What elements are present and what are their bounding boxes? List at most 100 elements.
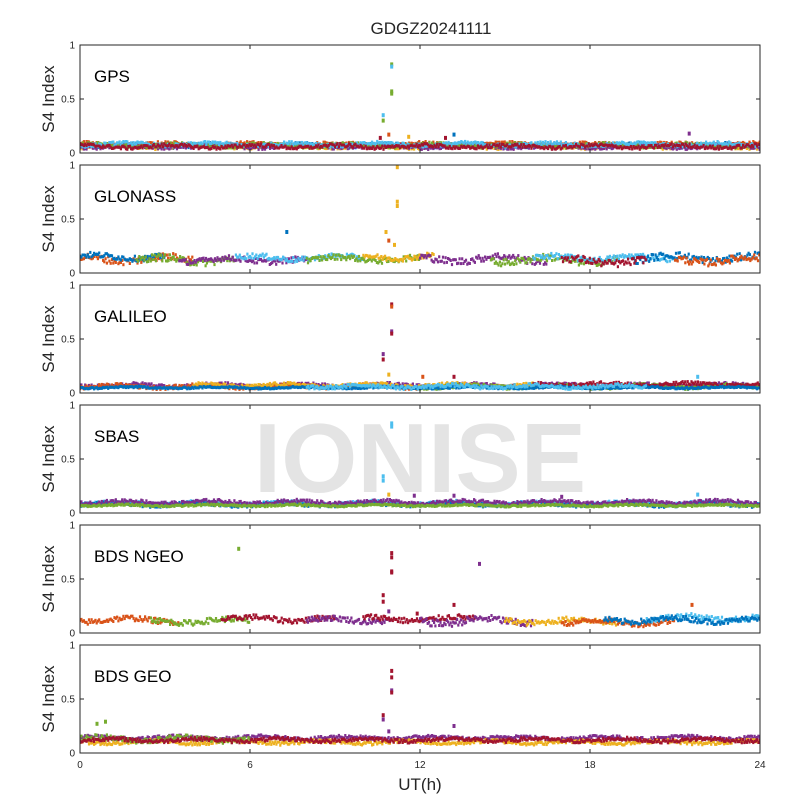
data-point bbox=[712, 140, 715, 144]
data-point bbox=[478, 256, 482, 260]
data-point bbox=[195, 144, 198, 148]
data-point bbox=[315, 256, 319, 260]
data-point bbox=[723, 259, 726, 262]
data-point bbox=[406, 144, 409, 148]
data-point bbox=[679, 146, 682, 150]
data-point bbox=[110, 147, 114, 150]
data-point bbox=[625, 255, 628, 259]
data-point bbox=[209, 142, 212, 146]
data-point bbox=[754, 145, 757, 149]
data-point bbox=[298, 141, 301, 145]
data-point bbox=[348, 145, 351, 149]
data-point bbox=[499, 143, 502, 147]
data-point bbox=[232, 142, 235, 146]
data-point bbox=[696, 141, 699, 145]
data-point bbox=[740, 254, 743, 258]
data-point bbox=[341, 143, 344, 147]
data-point bbox=[583, 258, 586, 262]
data-point bbox=[110, 140, 114, 144]
data-point bbox=[211, 142, 214, 146]
data-point bbox=[81, 257, 84, 261]
data-point bbox=[726, 147, 729, 150]
data-point bbox=[247, 146, 250, 150]
data-point bbox=[562, 146, 565, 150]
data-point bbox=[363, 141, 366, 144]
data-point bbox=[427, 143, 430, 147]
data-point bbox=[220, 144, 223, 148]
data-point bbox=[425, 146, 428, 150]
data-point bbox=[512, 263, 515, 266]
data-point bbox=[560, 256, 563, 259]
data-point bbox=[452, 258, 455, 262]
data-point bbox=[473, 146, 476, 150]
data-point bbox=[310, 257, 313, 260]
data-point bbox=[685, 144, 689, 148]
data-point bbox=[652, 256, 655, 260]
data-point bbox=[541, 143, 544, 147]
data-point bbox=[457, 140, 460, 144]
data-point bbox=[179, 142, 182, 146]
data-point bbox=[253, 146, 256, 150]
data-point bbox=[447, 143, 450, 146]
data-point bbox=[470, 146, 473, 150]
data-point bbox=[581, 140, 584, 144]
data-point bbox=[303, 255, 306, 259]
data-point bbox=[214, 145, 217, 149]
data-point bbox=[555, 252, 558, 256]
data-point bbox=[376, 145, 379, 148]
data-point bbox=[177, 145, 180, 149]
data-point bbox=[121, 255, 124, 259]
data-point bbox=[188, 143, 191, 147]
data-point bbox=[95, 144, 98, 148]
data-point bbox=[91, 256, 94, 260]
data-point bbox=[123, 257, 126, 261]
data-point bbox=[540, 145, 543, 149]
data-point bbox=[304, 141, 307, 145]
data-point bbox=[671, 147, 675, 151]
data-point bbox=[91, 253, 94, 257]
data-point bbox=[163, 142, 166, 146]
data-point bbox=[488, 143, 491, 147]
data-point bbox=[654, 143, 657, 147]
data-point bbox=[319, 255, 322, 259]
data-point bbox=[724, 142, 727, 146]
data-point bbox=[667, 254, 670, 258]
data-point bbox=[294, 255, 297, 259]
data-point bbox=[258, 144, 261, 148]
data-point bbox=[154, 145, 157, 149]
data-point bbox=[323, 255, 326, 259]
data-point bbox=[130, 147, 133, 151]
data-point bbox=[436, 146, 439, 150]
data-point bbox=[596, 263, 600, 267]
data-point bbox=[87, 143, 91, 146]
data-point bbox=[191, 143, 194, 147]
data-point bbox=[168, 145, 171, 148]
data-point bbox=[467, 145, 471, 149]
data-point bbox=[623, 145, 626, 149]
data-point bbox=[404, 145, 407, 149]
data-point bbox=[758, 147, 760, 151]
data-point bbox=[583, 145, 587, 149]
y-tick-label: 0.5 bbox=[61, 215, 75, 226]
data-point bbox=[230, 143, 233, 147]
data-point bbox=[530, 146, 533, 150]
spike-point bbox=[452, 132, 456, 137]
data-point bbox=[181, 141, 184, 145]
data-point bbox=[690, 258, 693, 262]
data-point bbox=[484, 255, 487, 259]
data-point bbox=[707, 146, 710, 150]
data-point bbox=[306, 261, 310, 265]
data-point bbox=[588, 256, 591, 260]
data-point bbox=[103, 254, 106, 258]
data-point bbox=[416, 145, 420, 149]
data-point bbox=[756, 142, 759, 146]
data-point bbox=[104, 257, 107, 261]
data-point bbox=[248, 144, 251, 148]
data-point bbox=[283, 145, 286, 149]
data-point bbox=[153, 253, 156, 257]
data-point bbox=[725, 256, 729, 260]
data-point bbox=[657, 144, 661, 148]
data-point bbox=[397, 144, 400, 148]
data-point bbox=[395, 258, 398, 262]
